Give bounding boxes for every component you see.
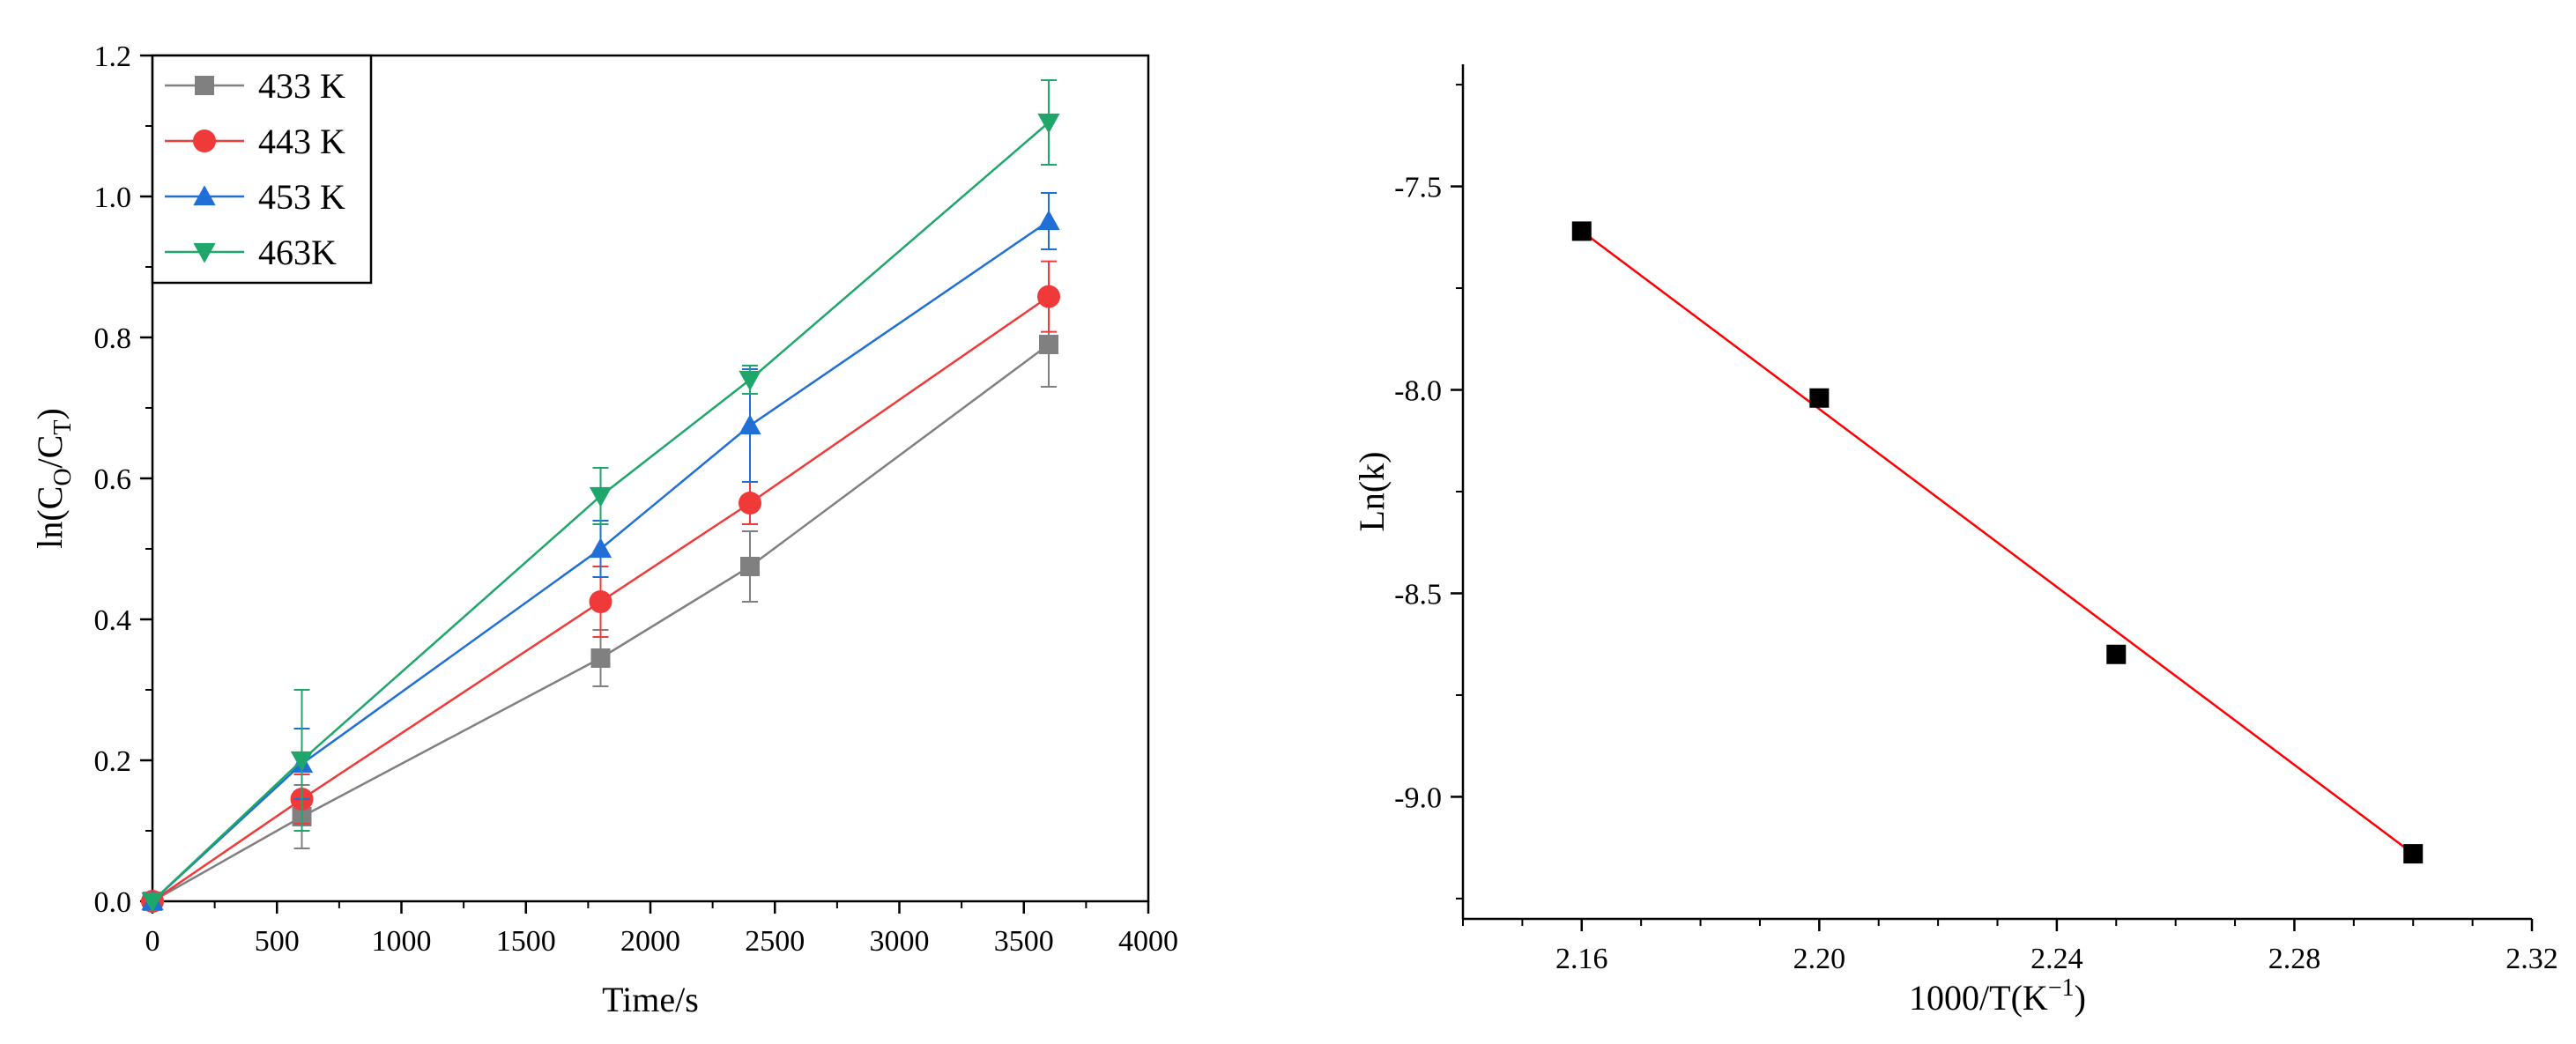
data-point <box>589 590 612 613</box>
data-point <box>2403 844 2424 864</box>
data-point <box>1037 285 1060 308</box>
x-tick-label: 3000 <box>870 925 930 958</box>
data-point <box>1571 221 1592 241</box>
legend-marker <box>193 242 216 263</box>
fit-line <box>1581 230 2414 855</box>
y-tick-label: 0.8 <box>94 322 132 355</box>
x-axis-title-part: 1000/T(K <box>1909 978 2048 1018</box>
data-point <box>290 751 314 772</box>
y-tick-label: 1.0 <box>94 181 132 214</box>
x-tick-label: 4000 <box>1118 925 1178 958</box>
y-axis-title-part: /C <box>30 435 70 469</box>
data-point <box>740 557 760 576</box>
series-453k <box>141 192 1060 911</box>
legend-label: 453 K <box>258 177 345 217</box>
x-tick-label: 2.24 <box>2030 943 2083 975</box>
y-axis-title-part: ) <box>30 408 70 419</box>
data-point <box>1809 388 1830 408</box>
y-tick-label: 0.4 <box>94 604 132 637</box>
chart-1: 0 500 1000 1500 2000 2500 3000 3500 4000 0.0 0.2 0.… <box>30 41 1178 1019</box>
y-axis-title: Ln(k) <box>1352 451 1392 531</box>
data-point <box>739 414 761 435</box>
x-tick-label: 2000 <box>620 925 680 958</box>
data-point <box>1039 335 1058 354</box>
y-axis-title: ln(CO/CT) <box>30 408 77 549</box>
data-point <box>141 892 164 913</box>
series-443k <box>141 260 1060 913</box>
legend-label: 443 K <box>258 122 345 161</box>
data-point <box>1037 113 1060 134</box>
series-463k <box>141 79 1060 913</box>
x-axis-title-part: −1 <box>2048 974 2075 1002</box>
data-point <box>589 486 612 507</box>
y-tick-label: 0.6 <box>94 463 132 496</box>
x-tick-label: 2.20 <box>1793 943 1846 975</box>
x-tick-label: 2.32 <box>2505 943 2558 975</box>
data-point <box>2106 644 2127 664</box>
x-tick-label: 1500 <box>496 925 556 958</box>
legend-label: 433 K <box>258 66 345 106</box>
x-axis-title-part: ) <box>2075 978 2086 1018</box>
x-axis-title: Time/s <box>602 980 699 1019</box>
y-tick-label: -8.0 <box>1394 375 1442 408</box>
chart-2: 2.16 2.20 2.24 2.28 2.32 -7.5 -8.0 -8.5 -9.0 1000… <box>1352 64 2558 1018</box>
legend-marker <box>195 76 214 95</box>
y-tick-label: 0.2 <box>94 745 132 778</box>
y-axis-title-part: ln(C <box>30 486 70 549</box>
legend-marker <box>193 130 216 152</box>
legend: 433 K 443 K 453 K 463K <box>151 54 373 285</box>
legend-marker <box>193 185 216 206</box>
legend-box <box>151 54 373 285</box>
y-axis-title-part: O <box>49 468 77 485</box>
y-tick-label: -9.0 <box>1394 781 1442 814</box>
y-tick-label: 1.2 <box>94 41 132 73</box>
data-point <box>1037 210 1060 231</box>
data-point <box>739 492 761 515</box>
x-tick-label: 3500 <box>994 925 1054 958</box>
x-tick-label: 2.16 <box>1555 943 1608 975</box>
x-axis-title: 1000/T(K−1) <box>1909 974 2086 1018</box>
x-tick-label: 2500 <box>745 925 805 958</box>
y-axis-title-part: T <box>49 420 77 435</box>
data-point <box>589 537 612 559</box>
data-point <box>590 648 611 668</box>
legend-label: 463K <box>258 233 337 272</box>
x-tick-label: 1000 <box>372 925 432 958</box>
x-tick-label: 2.28 <box>2268 943 2321 975</box>
x-tick-label: 500 <box>255 925 300 958</box>
x-tick-label: 0 <box>145 925 160 958</box>
y-tick-label: 0.0 <box>94 886 132 919</box>
y-tick-label: -7.5 <box>1394 172 1442 204</box>
y-tick-label: -8.5 <box>1394 578 1442 611</box>
data-point <box>739 370 761 391</box>
